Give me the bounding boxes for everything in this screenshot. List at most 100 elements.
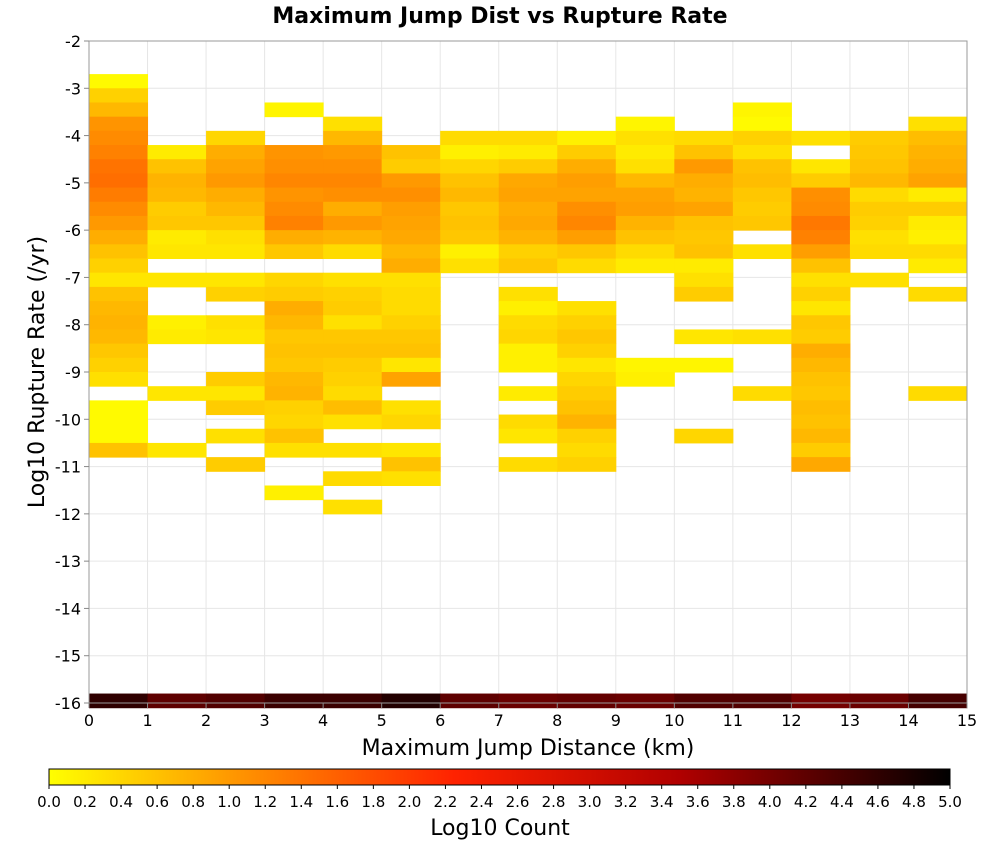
heatmap-cell (89, 244, 149, 260)
heatmap-cell (557, 357, 617, 373)
heatmap-cell (849, 230, 909, 245)
heatmap-cell (440, 187, 500, 203)
colorbar-ticks: 0.0 0.2 0.4 0.6 0.8 1.0 1.2 1.4 1.6 1.8 2.0 2.2 2.4 2… (37, 785, 962, 811)
heatmap-cell (791, 357, 851, 373)
heatmap-cell (674, 428, 734, 444)
heatmap-cell (498, 187, 558, 203)
heatmap-cell (791, 244, 851, 260)
heatmap-cell (732, 693, 792, 709)
heatmap-cell (440, 201, 500, 217)
heatmap-cell (323, 499, 383, 515)
heatmap-cell (557, 414, 617, 430)
heatmap-cell (674, 173, 734, 189)
heatmap-cell (557, 173, 617, 189)
heatmap-cell (615, 130, 675, 146)
heatmap-cell (732, 187, 792, 203)
heatmap-cell (206, 693, 266, 709)
heatmap-cell (323, 414, 383, 430)
heatmap-cell (674, 357, 734, 373)
heatmap-cell (206, 173, 266, 189)
y-tick-label: -14 (55, 599, 81, 618)
colorbar-tick-label: 4.2 (794, 793, 818, 811)
heatmap-cell (849, 201, 909, 217)
heatmap-cell (89, 301, 149, 316)
heatmap-cell (264, 215, 324, 231)
heatmap-cell (849, 173, 909, 189)
y-tick-label: -2 (65, 32, 81, 51)
heatmap-cell (498, 414, 558, 430)
heatmap-cell (323, 315, 383, 330)
heatmap-cell (849, 215, 909, 231)
heatmap-cell (381, 244, 441, 260)
y-tick-label: -3 (65, 79, 81, 98)
heatmap-cell (791, 414, 851, 430)
heatmap-cell (89, 272, 149, 288)
heatmap-cell (89, 329, 149, 345)
heatmap-cell (323, 159, 383, 174)
heatmap-cell (147, 159, 207, 174)
x-tick-label: 5 (377, 711, 387, 730)
heatmap-cell (147, 386, 207, 401)
colorbar-tick-label: 4.0 (758, 793, 782, 811)
heatmap-cell (264, 372, 324, 387)
heatmap-cell (557, 428, 617, 444)
colorbar-tick-label: 5.0 (938, 793, 962, 811)
heatmap-cell (323, 145, 383, 160)
colorbar-tick-label: 2.8 (542, 793, 566, 811)
heatmap-cell (674, 215, 734, 231)
colorbar-tick-label: 4.4 (830, 793, 854, 811)
heatmap-cell (89, 428, 149, 444)
heatmap-cell (674, 130, 734, 146)
heatmap-cell (732, 329, 792, 345)
heatmap-cell (89, 372, 149, 387)
heatmap-cell (381, 442, 441, 458)
y-tick-label: -11 (55, 458, 81, 477)
heatmap-cell (908, 386, 968, 401)
heatmap-cell (791, 442, 851, 458)
heatmap-cell (206, 159, 266, 174)
heatmap-cell (147, 187, 207, 203)
heatmap-cell (89, 693, 149, 709)
colorbar-tick-label: 3.4 (650, 793, 674, 811)
heatmap-cell (147, 201, 207, 217)
heatmap-cell (147, 315, 207, 330)
heatmap-cell (908, 187, 968, 203)
heatmap-cell (908, 258, 968, 274)
x-tick-label: 8 (552, 711, 562, 730)
heatmap-cell (791, 329, 851, 345)
x-tick-label: 2 (201, 711, 211, 730)
heatmap-cell (557, 230, 617, 245)
heatmap-cell (381, 201, 441, 217)
x-axis-label: Maximum Jump Distance (km) (362, 736, 695, 761)
heatmap-cell (498, 286, 558, 302)
x-tick-label: 1 (142, 711, 152, 730)
heatmap-cell (791, 230, 851, 245)
heatmap-cell (791, 130, 851, 146)
heatmap-cell (908, 116, 968, 132)
heatmap-cell (440, 215, 500, 231)
heatmap-cell (264, 286, 324, 302)
heatmap-cell (674, 693, 734, 709)
x-tick-label: 15 (957, 711, 977, 730)
heatmap-cell (791, 301, 851, 316)
heatmap-cell (89, 343, 149, 359)
heatmap-cell (557, 201, 617, 217)
heatmap-cell (206, 244, 266, 260)
heatmap-cell (264, 244, 324, 260)
heatmap-cell (89, 88, 149, 103)
heatmap-cell (89, 400, 149, 416)
heatmap-cell (206, 272, 266, 288)
heatmap-cell (674, 230, 734, 245)
heatmap-cell (557, 372, 617, 387)
heatmap-cell (381, 414, 441, 430)
colorbar-tick-label: 1.4 (289, 793, 313, 811)
heatmap-cell (615, 215, 675, 231)
heatmap-cell (264, 400, 324, 416)
heatmap-cell (147, 230, 207, 245)
heatmap-cell (791, 343, 851, 359)
heatmap-cell (557, 215, 617, 231)
heatmap-cell (791, 386, 851, 401)
heatmap-cell (615, 693, 675, 709)
heatmap-cell (206, 215, 266, 231)
heatmap-cell (908, 130, 968, 146)
